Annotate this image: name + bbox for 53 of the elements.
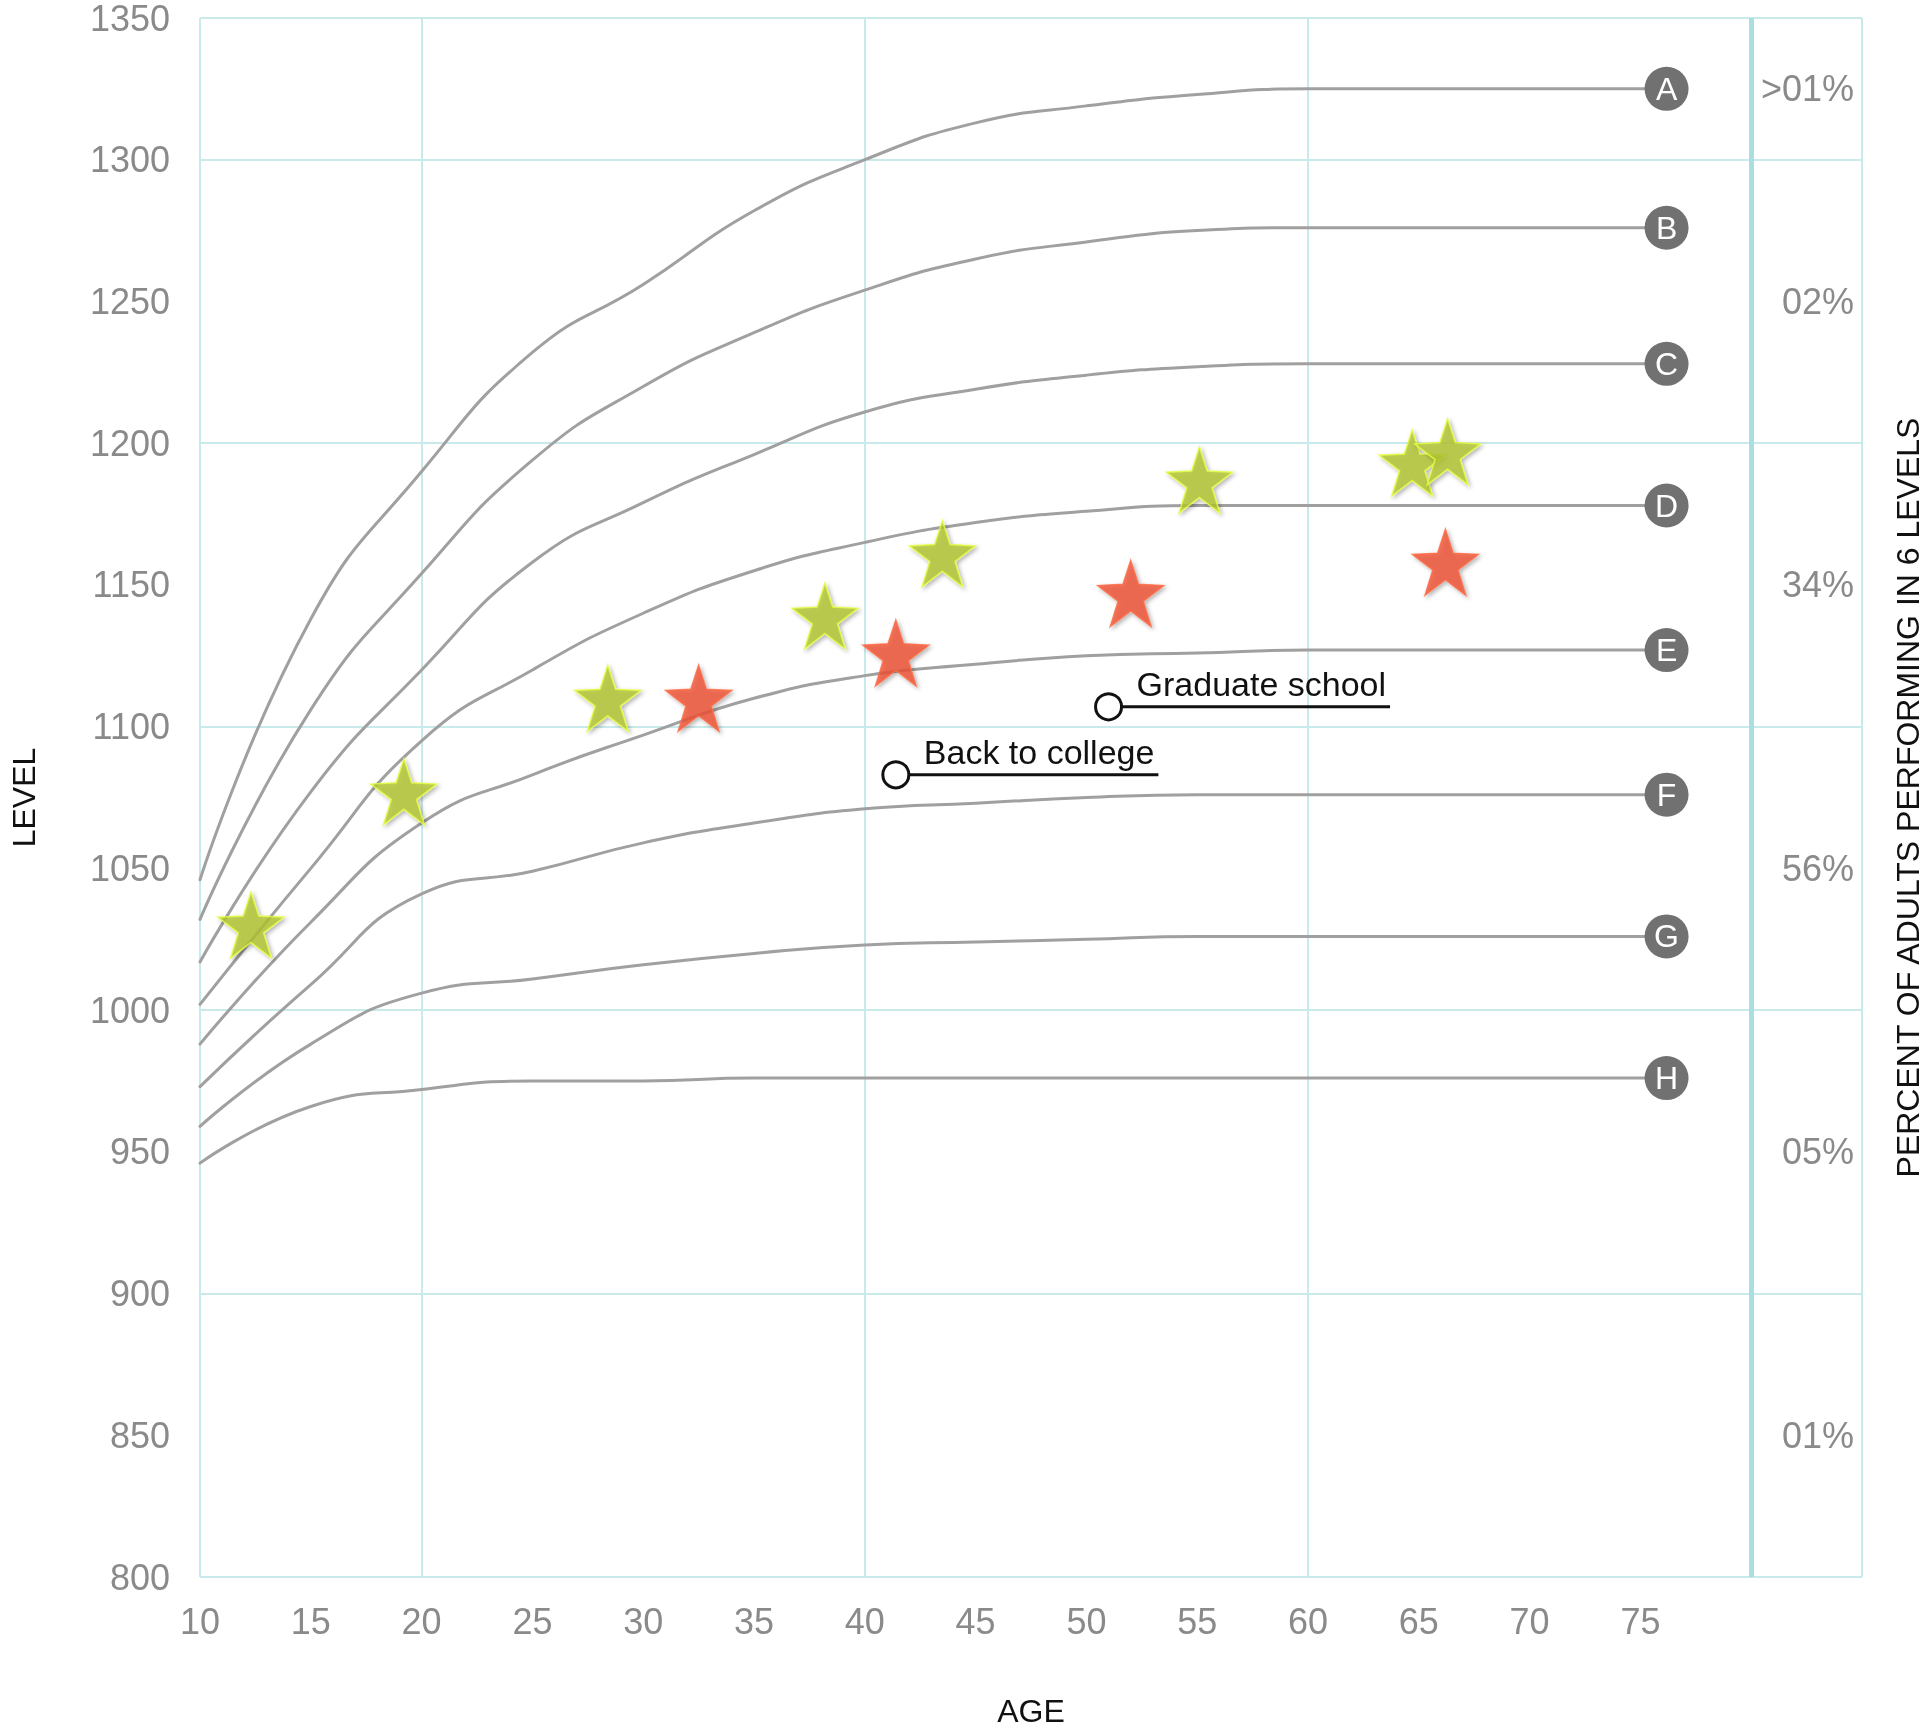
x-tick-label: 10 (179, 1600, 221, 1642)
series-label: B (1655, 209, 1678, 246)
category-label: 56% (1781, 847, 1854, 889)
category-label: 01% (1781, 1414, 1854, 1456)
point (573, 664, 642, 733)
y-tick-label: 1050 (89, 847, 170, 889)
point (664, 664, 733, 733)
x-tick-label: 70 (1509, 1600, 1550, 1642)
category-label: >01% (1760, 68, 1854, 110)
y-tick-label: 1100 (92, 706, 170, 748)
series-label: F (1656, 776, 1677, 813)
x-tick-label: 65 (1398, 1600, 1439, 1642)
y-tick-label: 900 (109, 1273, 170, 1315)
category-label: 02% (1781, 280, 1854, 322)
x-tick-label: 40 (844, 1600, 885, 1642)
series-label: G (1654, 918, 1680, 955)
y-tick-label: 1350 (89, 0, 170, 39)
y-tick-label: 950 (109, 1131, 170, 1173)
x-tick-label: 55 (1177, 1600, 1218, 1642)
category-label: 34% (1781, 564, 1854, 606)
y-tick-label: 1150 (92, 564, 170, 606)
x-tick-label: 25 (512, 1600, 553, 1642)
y-tick-label: 1250 (89, 280, 170, 322)
point (370, 758, 438, 826)
y-tick-label: 800 (109, 1556, 170, 1598)
x-tick-label: 60 (1287, 1600, 1329, 1642)
y2-axis-title: PERCENT OF ADULTS PERFORMING IN 6 LEVELS (1890, 417, 1926, 1178)
y-tick-label: 1300 (89, 139, 170, 181)
category-label: 05% (1781, 1131, 1854, 1173)
point (1096, 559, 1165, 628)
x-tick-label: 45 (955, 1600, 996, 1642)
series-label: E (1655, 632, 1678, 669)
point (862, 619, 930, 687)
point (1165, 446, 1234, 514)
x-axis-title: AGE (997, 1693, 1065, 1729)
annotation: Graduate school (1136, 664, 1387, 703)
y-tick-label: 1000 (89, 989, 170, 1031)
series-label: C (1655, 345, 1679, 382)
x-tick-label: 20 (401, 1600, 442, 1642)
y-tick-label: 1200 (89, 422, 170, 464)
series-label: D (1655, 487, 1679, 524)
x-tick-label: 15 (290, 1600, 331, 1642)
y-axis-title: LEVEL (6, 747, 42, 848)
x-tick-label: 30 (623, 1600, 664, 1642)
y-tick-label: 850 (109, 1414, 170, 1456)
point (908, 519, 977, 588)
x-tick-label: 50 (1066, 1600, 1107, 1642)
series-label: A (1655, 70, 1678, 107)
annotation: Back to college (923, 732, 1155, 771)
point (791, 582, 859, 650)
series-label: H (1655, 1060, 1679, 1097)
x-tick-label: 35 (733, 1600, 775, 1642)
x-tick-label: 75 (1620, 1600, 1661, 1642)
